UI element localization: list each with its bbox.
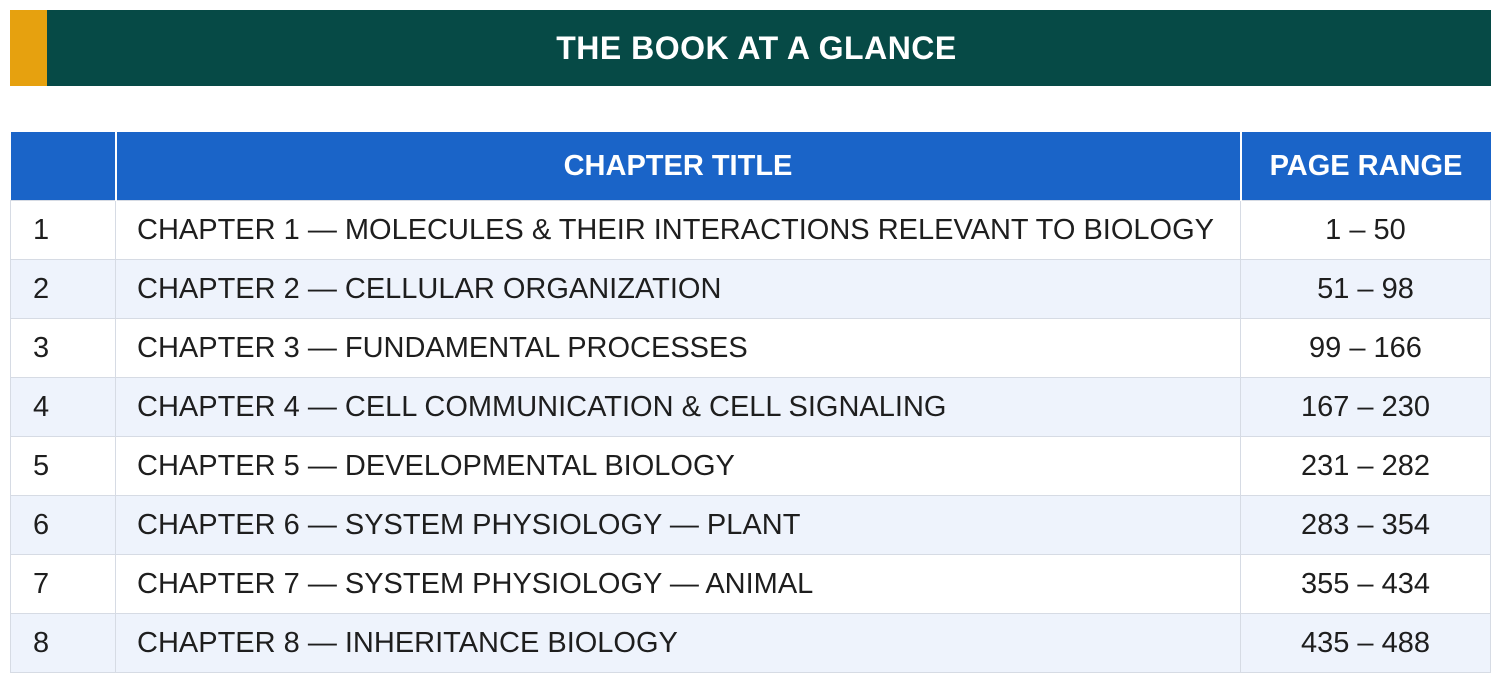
table-row: 5 CHAPTER 5 — DEVELOPMENTAL BIOLOGY 231 – …	[10, 436, 1491, 496]
page-range-cell: 355 – 434	[1240, 554, 1491, 614]
title-banner: THE BOOK AT A GLANCE	[10, 10, 1491, 86]
chapter-number-cell: 6	[10, 495, 116, 555]
chapter-title-cell: CHAPTER 4 — CELL COMMUNICATION & CELL SI…	[115, 377, 1241, 437]
chapters-table: CHAPTER TITLE PAGE RANGE 1 CHAPTER 1 — MO…	[10, 132, 1491, 673]
page-title: THE BOOK AT A GLANCE	[556, 29, 957, 66]
page-range-cell: 283 – 354	[1240, 495, 1491, 555]
column-header-chapter-title: CHAPTER TITLE	[114, 132, 1241, 201]
chapter-title-cell: CHAPTER 2 — CELLULAR ORGANIZATION	[115, 259, 1241, 319]
page-range-cell: 51 – 98	[1240, 259, 1491, 319]
page-range-cell: 167 – 230	[1240, 377, 1491, 437]
chapter-number-cell: 2	[10, 259, 116, 319]
table-row: 6 CHAPTER 6 — SYSTEM PHYSIOLOGY — PLANT 28…	[10, 495, 1491, 555]
page-range-cell: 435 – 488	[1240, 613, 1491, 673]
chapter-number-cell: 3	[10, 318, 116, 378]
chapter-number-cell: 8	[10, 613, 116, 673]
table-row: 1 CHAPTER 1 — MOLECULES & THEIR INTERACTI…	[10, 200, 1491, 260]
chapter-number-cell: 7	[10, 554, 116, 614]
chapter-title-cell: CHAPTER 7 — SYSTEM PHYSIOLOGY — ANIMAL	[115, 554, 1241, 614]
table-row: 3 CHAPTER 3 — FUNDAMENTAL PROCESSES 99 – 1…	[10, 318, 1491, 378]
chapter-number-cell: 1	[10, 200, 116, 260]
page-range-cell: 99 – 166	[1240, 318, 1491, 378]
table-row: 8 CHAPTER 8 — INHERITANCE BIOLOGY 435 – 48…	[10, 613, 1491, 673]
chapter-title-cell: CHAPTER 3 — FUNDAMENTAL PROCESSES	[115, 318, 1241, 378]
table-row: 7 CHAPTER 7 — SYSTEM PHYSIOLOGY — ANIMAL 3…	[10, 554, 1491, 614]
table-row: 4 CHAPTER 4 — CELL COMMUNICATION & CELL S…	[10, 377, 1491, 437]
chapter-number-cell: 4	[10, 377, 116, 437]
column-header-number	[10, 132, 116, 201]
chapter-title-cell: CHAPTER 6 — SYSTEM PHYSIOLOGY — PLANT	[115, 495, 1241, 555]
chapter-title-cell: CHAPTER 5 — DEVELOPMENTAL BIOLOGY	[115, 436, 1241, 496]
chapter-title-cell: CHAPTER 8 — INHERITANCE BIOLOGY	[115, 613, 1241, 673]
column-header-page-range: PAGE RANGE	[1239, 132, 1491, 201]
chapter-number-cell: 5	[10, 436, 116, 496]
page-range-cell: 1 – 50	[1240, 200, 1491, 260]
table-header-row: CHAPTER TITLE PAGE RANGE	[10, 132, 1491, 201]
table-row: 2 CHAPTER 2 — CELLULAR ORGANIZATION 51 – 9…	[10, 259, 1491, 319]
banner-accent-bar	[10, 10, 47, 86]
chapter-title-cell: CHAPTER 1 — MOLECULES & THEIR INTERACTIO…	[115, 200, 1241, 260]
page-range-cell: 231 – 282	[1240, 436, 1491, 496]
